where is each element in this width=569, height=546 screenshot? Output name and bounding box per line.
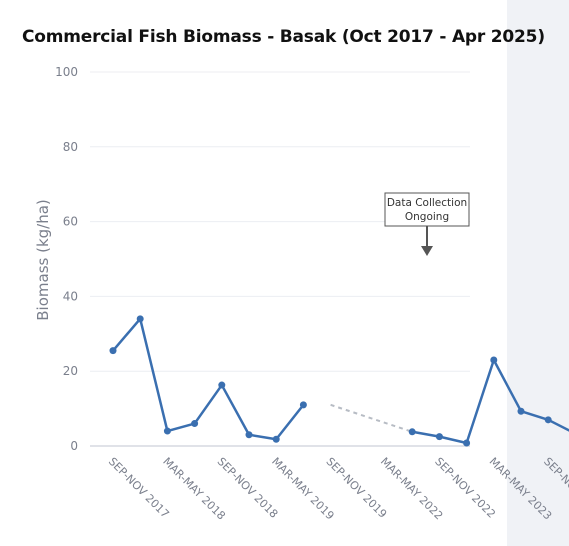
data-point — [218, 382, 225, 389]
gap-connector-line — [331, 405, 413, 432]
series-points — [110, 255, 569, 447]
annotation-line1: Data Collection — [387, 197, 467, 209]
y-axis-ticks: 0 20 40 60 80 100 — [55, 65, 78, 453]
annotation-arrowhead — [421, 246, 433, 256]
data-point — [463, 440, 470, 447]
gridlines — [90, 72, 470, 446]
data-point — [137, 315, 144, 322]
data-point — [436, 433, 443, 440]
y-tick-100: 100 — [55, 65, 78, 79]
series-line-segment-0 — [113, 319, 303, 439]
y-axis-label: Biomass (kg/ha) — [34, 199, 52, 321]
y-tick-20: 20 — [63, 364, 78, 378]
data-point — [273, 436, 280, 443]
data-point — [164, 428, 171, 435]
data-point — [300, 401, 307, 408]
y-tick-0: 0 — [70, 439, 78, 453]
series-line-segment-1 — [412, 337, 569, 443]
data-point — [518, 408, 525, 415]
y-tick-60: 60 — [63, 215, 78, 229]
y-tick-40: 40 — [63, 289, 78, 303]
y-tick-80: 80 — [63, 140, 78, 154]
annotation-line2: Ongoing — [405, 211, 449, 223]
data-point — [490, 356, 497, 363]
data-point — [246, 431, 253, 438]
data-point — [409, 428, 416, 435]
series-line — [113, 319, 569, 443]
annotation: Data Collection Ongoing — [385, 193, 469, 256]
data-point — [545, 416, 552, 423]
data-point — [110, 347, 117, 354]
data-point — [191, 420, 198, 427]
